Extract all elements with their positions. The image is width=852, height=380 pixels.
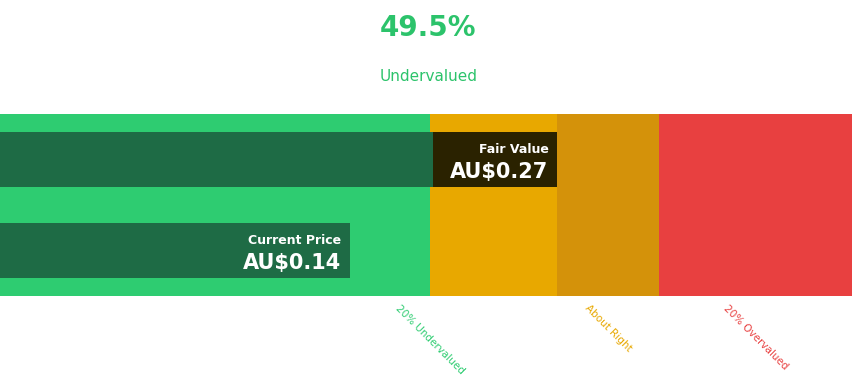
Text: AU$0.14: AU$0.14 <box>243 253 341 273</box>
Bar <box>556 114 659 296</box>
Bar <box>433 132 556 187</box>
Text: AU$0.27: AU$0.27 <box>450 162 548 182</box>
Bar <box>0 132 556 187</box>
Text: 49.5%: 49.5% <box>379 14 475 43</box>
Text: 20% Undervalued: 20% Undervalued <box>393 303 466 376</box>
Text: 20% Overvalued: 20% Overvalued <box>721 303 789 371</box>
Bar <box>0 223 349 278</box>
Text: Undervalued: Undervalued <box>379 69 477 84</box>
Text: Current Price: Current Price <box>248 234 341 247</box>
Bar <box>659 114 852 296</box>
Bar <box>429 114 556 296</box>
Text: About Right: About Right <box>582 303 633 354</box>
Bar <box>0 114 429 296</box>
Text: Fair Value: Fair Value <box>478 143 548 156</box>
